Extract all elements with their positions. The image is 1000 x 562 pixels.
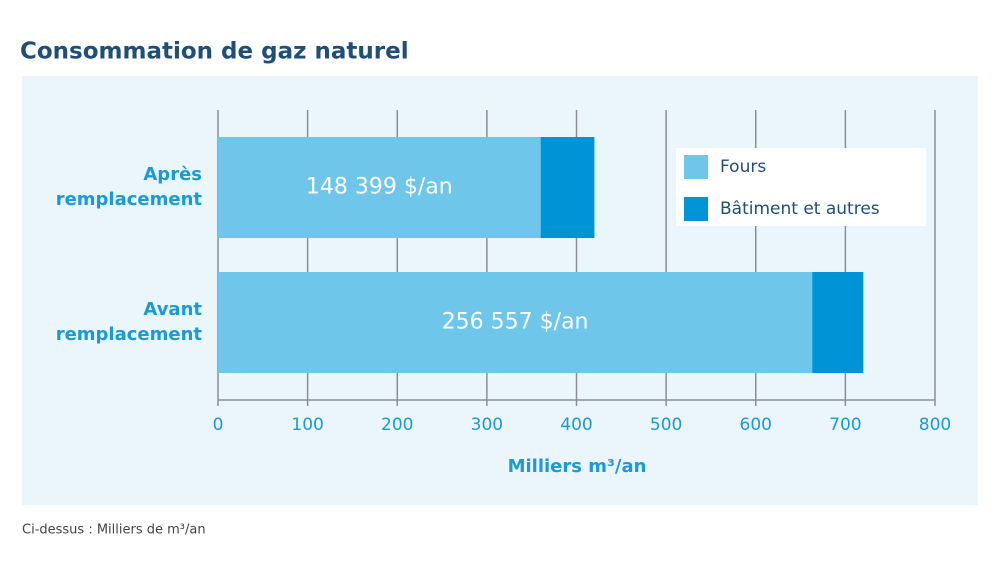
x-tick-label: 700 [829, 415, 861, 435]
x-tick-label: 600 [740, 415, 772, 435]
y-tick-label: Après remplacement [55, 163, 202, 210]
x-tick-label: 800 [919, 415, 951, 435]
legend-label: Fours [720, 157, 766, 177]
legend-box [676, 148, 926, 226]
x-tick-label: 100 [291, 415, 323, 435]
x-tick-label: 0 [213, 415, 224, 435]
x-tick-label: 400 [560, 415, 592, 435]
legend-swatch [684, 155, 708, 179]
x-tick-label: 500 [650, 415, 682, 435]
legend-label: Bâtiment et autres [720, 199, 880, 219]
bar-segment [540, 137, 595, 238]
bar-annotation: 148 399 $/an [306, 175, 453, 200]
x-tick-label: 200 [381, 415, 413, 435]
bar-segment [218, 137, 541, 238]
x-axis-label: Milliers m³/an [508, 456, 647, 477]
chart-title: Consommation de gaz naturel [20, 39, 409, 65]
bar-segment [812, 272, 864, 373]
bar-segment [218, 272, 813, 373]
legend-swatch [684, 197, 708, 221]
y-tick-label: Avant remplacement [55, 298, 202, 345]
footnote: Ci-dessus : Milliers de m³/an [22, 523, 206, 538]
bar-annotation: 256 557 $/an [442, 310, 589, 335]
x-tick-label: 300 [471, 415, 503, 435]
